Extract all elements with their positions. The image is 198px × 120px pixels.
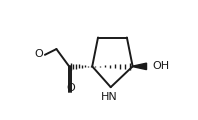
Text: HN: HN xyxy=(101,92,118,102)
Text: OH: OH xyxy=(152,61,169,71)
Text: O: O xyxy=(34,49,43,59)
Text: O: O xyxy=(66,83,75,93)
Polygon shape xyxy=(133,63,147,70)
